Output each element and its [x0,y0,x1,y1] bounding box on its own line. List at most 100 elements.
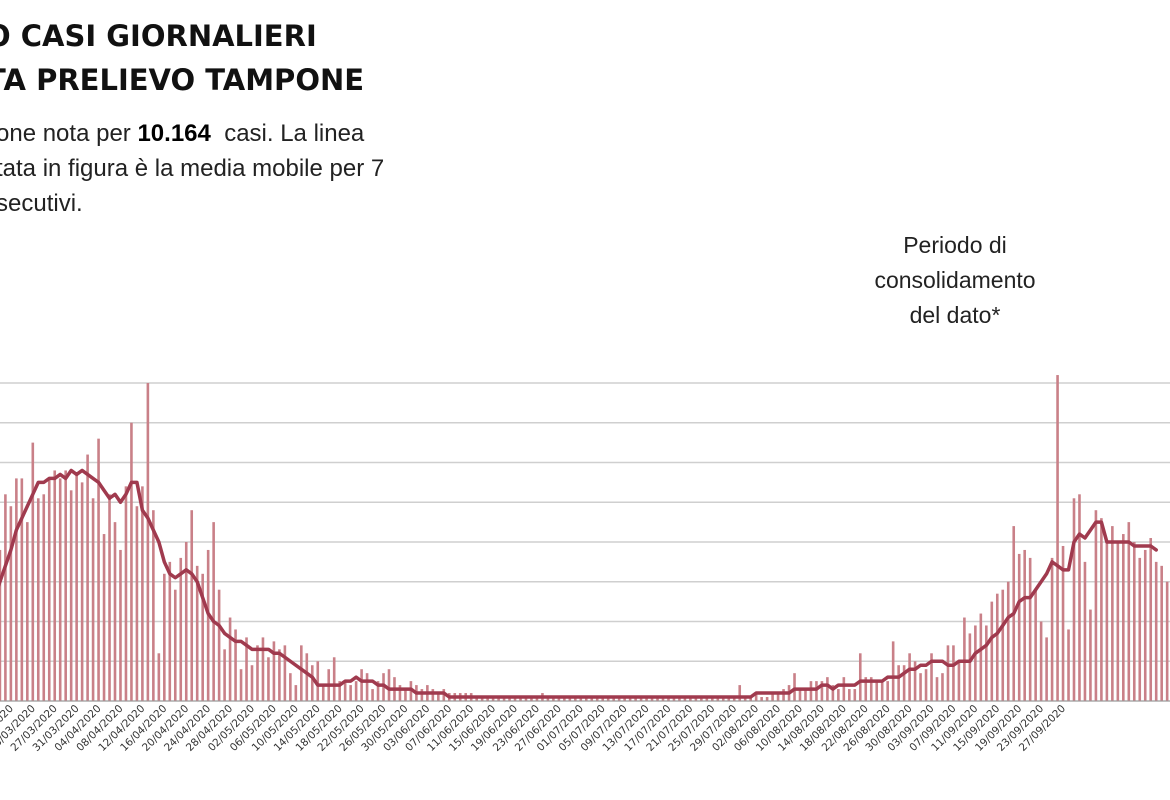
daily-bar [1089,609,1092,701]
daily-bar [875,681,879,701]
daily-bar [491,697,495,701]
daily-bar [721,697,725,701]
daily-bar [535,697,539,701]
daily-bar [864,677,868,701]
daily-bar [31,442,35,701]
daily-bar [990,601,994,701]
daily-bar [804,689,807,701]
daily-bar [924,669,928,701]
daily-bar [261,637,265,701]
daily-bar [798,689,802,701]
daily-bar [119,549,122,701]
daily-bar [727,697,731,701]
daily-bar [64,470,67,701]
daily-bar [826,677,829,701]
daily-bar [1056,375,1059,701]
daily-bar [941,673,944,701]
daily-bar [1023,549,1026,701]
daily-bar [201,573,204,701]
daily-bar [1006,581,1010,701]
subtitle-line-3: secutivi. [0,190,83,217]
daily-bar [776,693,780,701]
daily-bar [431,689,435,701]
daily-bar [217,589,221,701]
daily-bar [1132,542,1136,701]
daily-bar [310,665,314,701]
daily-bar [195,565,199,701]
daily-bar [974,625,977,701]
daily-bar [743,697,747,701]
daily-bar [141,486,144,701]
daily-bar [75,474,78,701]
daily-bar [272,641,276,701]
daily-bar [179,557,183,701]
daily-bar [475,697,478,701]
daily-bar [338,681,341,701]
daily-bar [913,661,917,701]
daily-bar [480,697,484,701]
daily-bar [47,478,51,701]
daily-bar [771,693,774,701]
daily-bar [91,498,95,701]
daily-bar [908,653,911,701]
daily-bar [26,522,29,701]
daily-bar [108,494,111,701]
daily-bar [869,677,873,701]
daily-bar [1083,561,1087,701]
daily-bar [760,697,763,701]
daily-bar [228,617,232,701]
daily-bar [371,689,374,701]
daily-bar [606,697,610,701]
daily-bar [1078,494,1081,701]
daily-bar [985,625,988,701]
daily-bar [563,697,566,701]
daily-bar [163,573,166,701]
daily-bar [250,665,254,701]
daily-bar [278,649,281,701]
daily-bar [349,685,352,701]
daily-bar [190,510,194,701]
daily-bar [590,697,594,701]
daily-bar [732,697,736,701]
daily-bar [486,697,489,701]
daily-bar [886,681,889,701]
daily-bar [765,697,769,701]
daily-bar [305,653,309,701]
daily-bar [212,522,215,701]
daily-bar [935,677,939,701]
daily-bar [557,697,561,701]
daily-bar [930,653,933,701]
daily-bar [173,589,177,701]
daily-bar [524,697,528,701]
daily-bar [579,697,583,701]
daily-bar [689,697,692,701]
daily-bar [135,506,139,701]
chart-title: O CASI GIORNALIERI TA PRELIEVO TAMPONE [0,14,364,102]
daily-bar [1149,538,1153,701]
x-axis-tick-labels: 19/03/202023/03/202027/03/202031/03/2020… [0,703,1068,754]
daily-bar [283,645,287,701]
daily-bar [1105,542,1109,701]
subtitle-text-b: casi. La linea [210,120,365,147]
daily-bar [20,478,24,701]
daily-bar [294,685,298,701]
daily-bar [595,697,599,701]
daily-bar [360,669,363,701]
daily-bar [919,673,922,701]
daily-bar [837,689,840,701]
chart-title-line-1: O CASI GIORNALIERI [0,19,317,53]
daily-bar [387,669,391,701]
daily-bar [612,697,615,701]
daily-bar [639,697,643,701]
daily-bar [1045,637,1048,701]
daily-bar [1100,518,1103,701]
daily-bar [420,689,424,701]
daily-bar [809,681,813,701]
daily-bar [437,693,440,701]
daily-bar [645,697,648,701]
daily-bar [234,629,237,701]
daily-bar [853,689,857,701]
daily-bar [957,661,961,701]
daily-bar [69,490,73,701]
